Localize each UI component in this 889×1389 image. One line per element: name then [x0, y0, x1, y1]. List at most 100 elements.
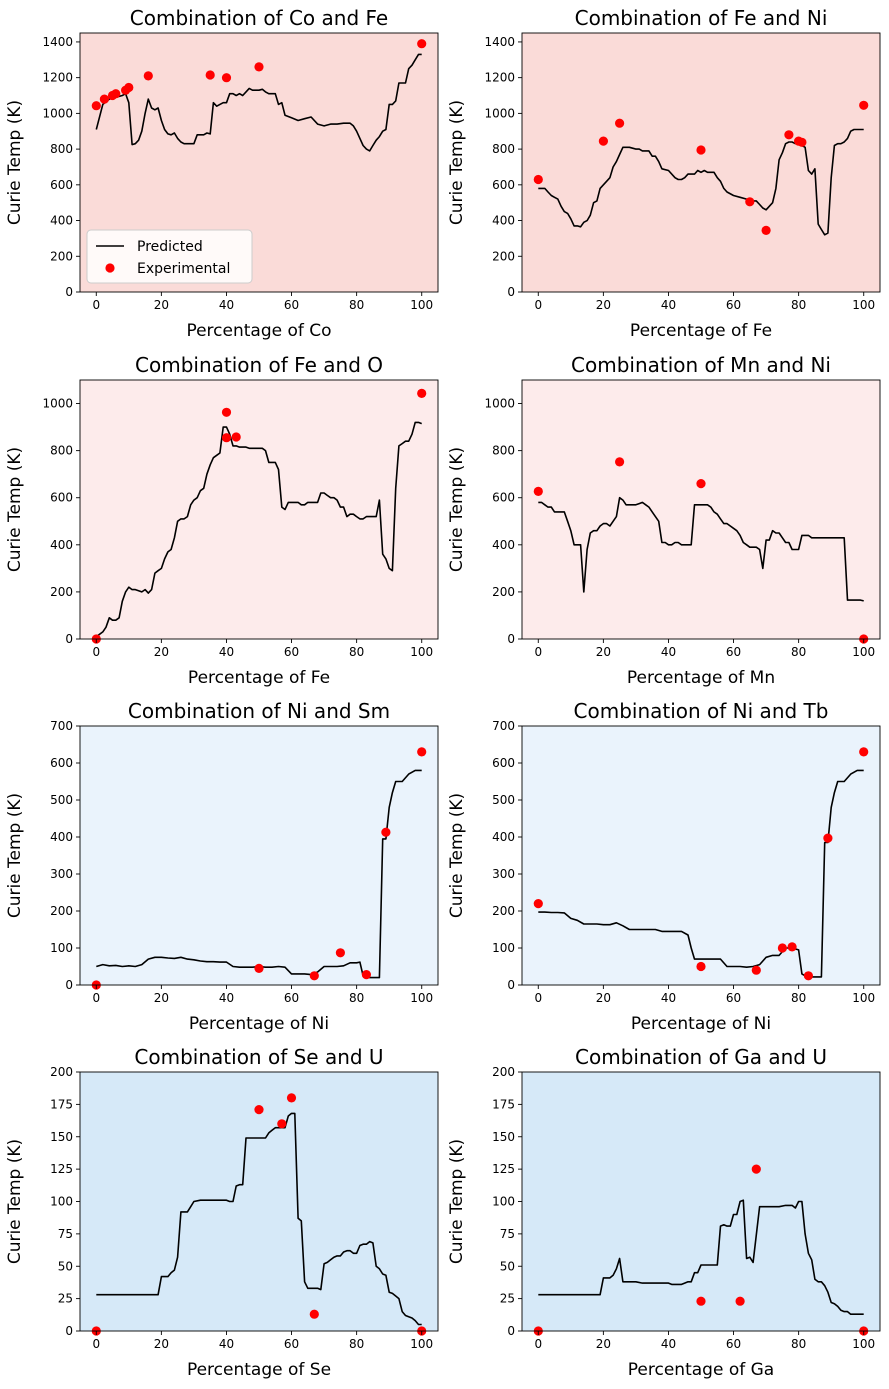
- chart-8-ytick-label: 175: [492, 1097, 515, 1111]
- chart-1: 0 20 40 60 80 1000200400600800100012001400Per…: [5, 6, 439, 341]
- chart-6-experimental-point: [803, 971, 814, 981]
- chart-3-ytick-label: 400: [50, 538, 73, 552]
- chart-2-experimental-point: [761, 225, 771, 235]
- chart-5-predicted-line: [96, 769, 422, 979]
- chart-6-frame: [521, 725, 881, 986]
- chart-5-ytick-label: 200: [50, 904, 73, 918]
- chart-3-plot-area: [80, 380, 438, 639]
- chart-8-xlabel: Percentage of Ga: [628, 1360, 774, 1380]
- chart-3-xtick-label: 40: [219, 645, 234, 659]
- chart-7-xtick-label: 60: [284, 1337, 299, 1351]
- chart-2-ytick-label: 1400: [484, 35, 515, 49]
- chart-2-experimental-point: [745, 197, 755, 207]
- chart-4-ytick-label: 800: [492, 444, 515, 458]
- chart-5-experimental-point: [361, 970, 371, 980]
- chart-1-frame: [79, 32, 439, 293]
- chart-1-legend: Predicted Experimental: [86, 229, 253, 284]
- chart-1-experimental-point: [205, 70, 215, 80]
- chart-2-ytick-label: 200: [492, 249, 515, 263]
- chart-6-xtick-label: 20: [596, 991, 611, 1005]
- chart-1-xtick-label: 0: [92, 298, 100, 312]
- chart-7-plot-area: [80, 1072, 438, 1331]
- chart-6-ytick-label: 200: [492, 904, 515, 918]
- chart-5: 0 20 40 60 80 100 0 100 200 300 400 500 600 700 Percen…: [5, 699, 439, 1034]
- chart-2-ytick-label: 600: [492, 178, 515, 192]
- chart-2: 0 20 40 60 80 1000200400600800100012001400Per…: [447, 6, 881, 341]
- chart-2-plot-area: [522, 33, 880, 292]
- chart-8-xtick-label: 60: [726, 1337, 741, 1351]
- chart-7-ytick-label: 150: [50, 1130, 73, 1144]
- chart-8-ytick-label: 50: [500, 1259, 515, 1273]
- chart-8-predicted-line: [538, 1199, 864, 1315]
- chart-4-ytick-label: 0: [507, 632, 515, 646]
- chart-5-xlabel: Percentage of Ni: [189, 1014, 329, 1034]
- chart-6-experimental-point: [823, 833, 833, 843]
- chart-1-experimental-point: [417, 39, 427, 49]
- chart-7-ytick-label: 25: [58, 1292, 73, 1306]
- chart-2-xtick-label: 20: [596, 298, 611, 312]
- chart-5-ytick-label: 100: [50, 941, 73, 955]
- chart-1-ytick-label: 0: [65, 285, 73, 299]
- chart-5-ytick-label: 300: [50, 867, 73, 881]
- chart-4-ytick-label: 600: [492, 491, 515, 505]
- chart-7-experimental-point: [309, 1309, 319, 1319]
- chart-2-experimental-point: [784, 130, 794, 140]
- chart-5-experimental-point: [335, 948, 345, 958]
- chart-3-xtick-label: 80: [349, 645, 364, 659]
- chart-6-xtick-label: 0: [534, 991, 542, 1005]
- chart-6-experimental-point: [696, 961, 706, 972]
- chart-8: 0 20 40 60 80 100 0 25 50 75 100 125 150 175 200 Percen…: [447, 1045, 881, 1380]
- chart-3-ytick-label: 200: [50, 585, 73, 599]
- chart-1-title: Combination of Co and Fe: [130, 6, 388, 30]
- chart-4-experimental-point: [533, 486, 543, 496]
- legend-box: [86, 229, 253, 284]
- chart-5-experimental-point: [381, 827, 391, 837]
- chart-8-xtick-label: 20: [596, 1337, 611, 1351]
- chart-2-ytick-label: 0: [507, 285, 515, 299]
- chart-6-experimental-point: [533, 899, 543, 909]
- chart-8-ytick-label: 100: [492, 1195, 515, 1209]
- chart-1-xtick-label: 100: [410, 298, 433, 312]
- chart-3-predicted-line: [95, 421, 422, 638]
- legend-label-experimental: Experimental: [137, 261, 230, 277]
- chart-1-ytick-label: 600: [50, 178, 73, 192]
- chart-5-ytick-label: 600: [50, 756, 73, 770]
- chart-7-ytick-label: 0: [65, 1324, 73, 1338]
- chart-2-xtick-label: 40: [661, 298, 676, 312]
- chart-8-experimental-point: [735, 1296, 745, 1306]
- chart-8-ytick-label: 75: [500, 1227, 515, 1241]
- chart-6-experimental-point: [751, 965, 761, 975]
- chart-7-ytick-label: 100: [50, 1195, 73, 1209]
- chart-7-ytick-label: 125: [50, 1162, 73, 1176]
- chart-8-xtick-label: 0: [534, 1337, 542, 1351]
- chart-3-experimental-point: [221, 407, 232, 417]
- chart-6-ytick-label: 500: [492, 793, 515, 807]
- chart-6-ytick-label: 300: [492, 867, 515, 881]
- chart-1-experimental-point: [99, 94, 109, 104]
- chart-4-plot-area: [522, 380, 880, 639]
- chart-2-predicted-line: [538, 128, 864, 236]
- chart-3-experimental-point: [221, 433, 232, 443]
- chart-1-experimental-point: [221, 73, 232, 83]
- chart-7-title: Combination of Se and U: [134, 1045, 383, 1069]
- chart-3-title: Combination of Fe and O: [135, 353, 383, 377]
- chart-1-xtick-label: 80: [349, 298, 364, 312]
- chart-2-experimental-point: [598, 136, 609, 146]
- chart-5-plot-area: [80, 726, 438, 985]
- chart-1-xlabel: Percentage of Co: [186, 321, 331, 341]
- chart-7-experimental-point: [277, 1119, 287, 1129]
- chart-3-frame: [79, 379, 439, 640]
- chart-2-xlabel: Percentage of Fe: [630, 321, 772, 341]
- chart-4-predicted-line: [538, 496, 864, 602]
- chart-7: 0 20 40 60 80 100 0 25 50 75 100 125 150 175 200 Percen…: [5, 1045, 439, 1380]
- chart-5-ytick-label: 700: [50, 719, 73, 733]
- chart-6-title: Combination of Ni and Tb: [574, 699, 829, 723]
- chart-4-title: Combination of Mn and Ni: [571, 353, 831, 377]
- chart-4-xtick-label: 60: [726, 645, 741, 659]
- chart-3-ytick-label: 1000: [42, 397, 73, 411]
- chart-3-xtick-label: 100: [410, 645, 433, 659]
- chart-8-xtick-label: 40: [661, 1337, 676, 1351]
- chart-2-ytick-label: 1000: [484, 106, 515, 120]
- chart-6-ytick-label: 700: [492, 719, 515, 733]
